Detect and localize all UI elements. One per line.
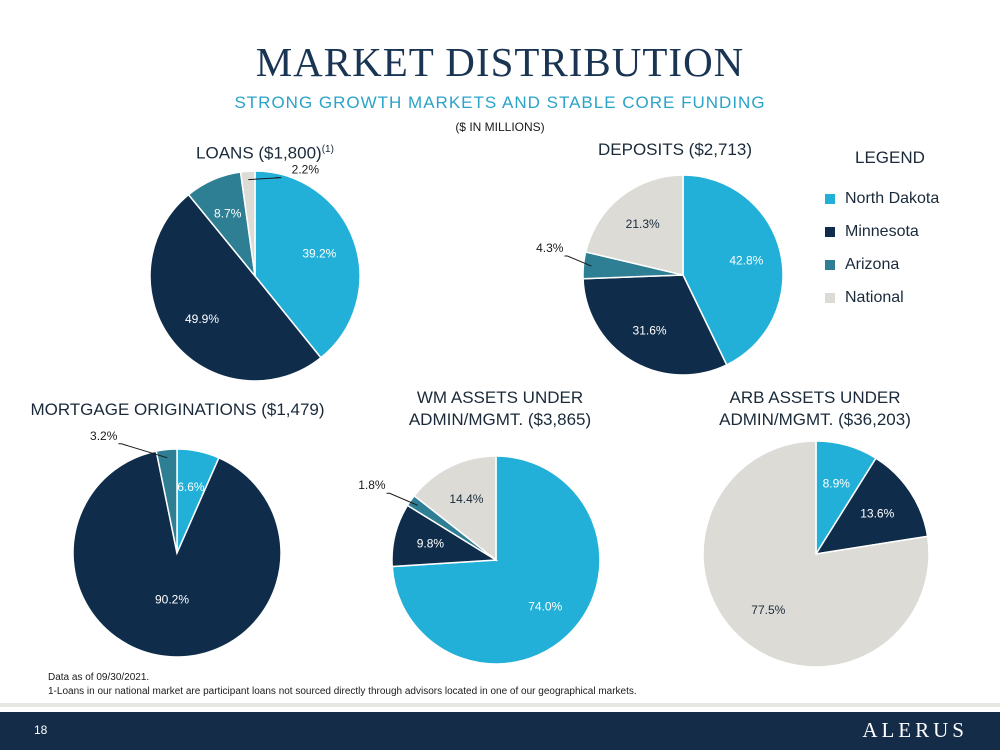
wm-pie-chart: 74.0% 9.8% 1.8% 14.4% [358, 455, 601, 665]
slice-label-arizona: 4.3% [536, 241, 564, 255]
slice-label-minnesota: 90.2% [155, 593, 189, 607]
arb-title-line-2: ADMIN/MGMT. ($36,203) [719, 410, 911, 429]
arb-chart-title: ARB ASSETS UNDER ADMIN/MGMT. ($36,203) [695, 387, 935, 431]
leader-line-arizona [564, 255, 592, 267]
slice-label-north-dakota: 42.8% [729, 253, 763, 267]
slice-label-national: 14.4% [449, 492, 483, 506]
mortgage-pie-chart: 6.6% 90.2% 3.2% [72, 429, 282, 658]
pie-slice-minnesota [582, 274, 728, 376]
slice-label-minnesota: 49.9% [185, 312, 219, 326]
legend-label-national: National [845, 288, 904, 306]
loans-chart-title: LOANS ($1,800)(1) [160, 139, 370, 165]
wm-chart-title: WM ASSETS UNDER ADMIN/MGMT. ($3,865) [380, 387, 620, 431]
page-title: MARKET DISTRIBUTION [255, 39, 745, 85]
pie-slice-national [239, 170, 256, 277]
slice-label-arizona: 3.2% [90, 429, 118, 443]
pie-slice-national [413, 455, 497, 562]
pie-slice-minnesota [814, 457, 929, 555]
slice-label-national: 21.3% [626, 217, 660, 231]
slice-label-minnesota: 13.6% [860, 506, 894, 520]
legend-title: LEGEND [855, 148, 925, 167]
deposits-chart-title: DEPOSITS ($2,713) [597, 140, 752, 159]
leader-line-national [248, 177, 282, 181]
slice-label-north-dakota: 74.0% [528, 599, 562, 613]
alerus-logo: ALERUS [862, 718, 968, 742]
legend-item-north-dakota: North Dakota [825, 182, 985, 215]
pie-slice-minnesota [72, 450, 282, 658]
pie-slice-arizona [155, 448, 178, 554]
footnote-loans: 1-Loans in our national market are parti… [48, 686, 637, 697]
pie-slice-national [584, 174, 684, 276]
legend-item-national: National [825, 281, 985, 314]
legend-swatch-arizona [825, 259, 835, 270]
footer-bar: 18 ALERUS [0, 712, 1000, 750]
legend-swatch-minnesota [825, 226, 835, 237]
pie-slice-north-dakota [682, 174, 784, 366]
mortgage-chart-title: MORTGAGE ORIGINATIONS ($1,479) [30, 400, 325, 419]
footer-divider [0, 703, 1000, 707]
deposits-pie-chart: 42.8% 31.6% 4.3% 21.3% [536, 174, 784, 376]
slice-label-minnesota: 31.6% [633, 324, 667, 338]
wm-title-line-1: WM ASSETS UNDER [416, 388, 584, 407]
page-subtitle: STRONG GROWTH MARKETS AND STABLE CORE FU… [234, 93, 766, 112]
footnote-data-date: Data as of 09/30/2021. [48, 672, 150, 683]
legend-item-minnesota: Minnesota [825, 215, 985, 248]
arb-title-line-1: ARB ASSETS UNDER [729, 388, 901, 407]
pie-slice-minnesota [149, 193, 322, 382]
slice-label-arizona: 1.8% [358, 478, 386, 492]
page-number: 18 [34, 723, 48, 737]
units-note: ($ IN MILLIONS) [455, 120, 545, 134]
arb-pie-chart: 8.9% 13.6% 77.5% [702, 440, 930, 668]
slice-label-arizona: 8.7% [214, 206, 242, 220]
loans-title-footnote-ref: (1) [321, 144, 334, 155]
legend-item-arizona: Arizona [825, 248, 985, 281]
slice-label-north-dakota: 6.6% [177, 480, 205, 494]
legend-swatch-north-dakota [825, 193, 835, 204]
loans-pie-chart: 39.2% 49.9% 8.7% 2.2% [149, 163, 361, 382]
slice-label-national: 2.2% [292, 163, 320, 177]
pie-slice-national [702, 440, 930, 668]
pie-slice-north-dakota [254, 170, 361, 359]
legend-label-minnesota: Minnesota [845, 222, 919, 240]
slice-label-north-dakota: 39.2% [302, 246, 336, 260]
slice-label-north-dakota: 8.9% [823, 476, 851, 490]
loans-title-text: LOANS ($1,800) [196, 143, 322, 163]
legend-swatch-national [825, 292, 835, 303]
legend-label-north-dakota: North Dakota [845, 189, 940, 207]
slice-label-national: 77.5% [751, 603, 785, 617]
leader-line-arizona [118, 443, 168, 459]
wm-title-line-2: ADMIN/MGMT. ($3,865) [408, 410, 592, 429]
leader-line-arizona [386, 492, 418, 506]
slice-label-minnesota: 9.8% [417, 537, 445, 551]
legend-label-arizona: Arizona [845, 255, 900, 273]
legend: LEGEND North Dakota Minnesota Arizona Na… [825, 148, 985, 314]
